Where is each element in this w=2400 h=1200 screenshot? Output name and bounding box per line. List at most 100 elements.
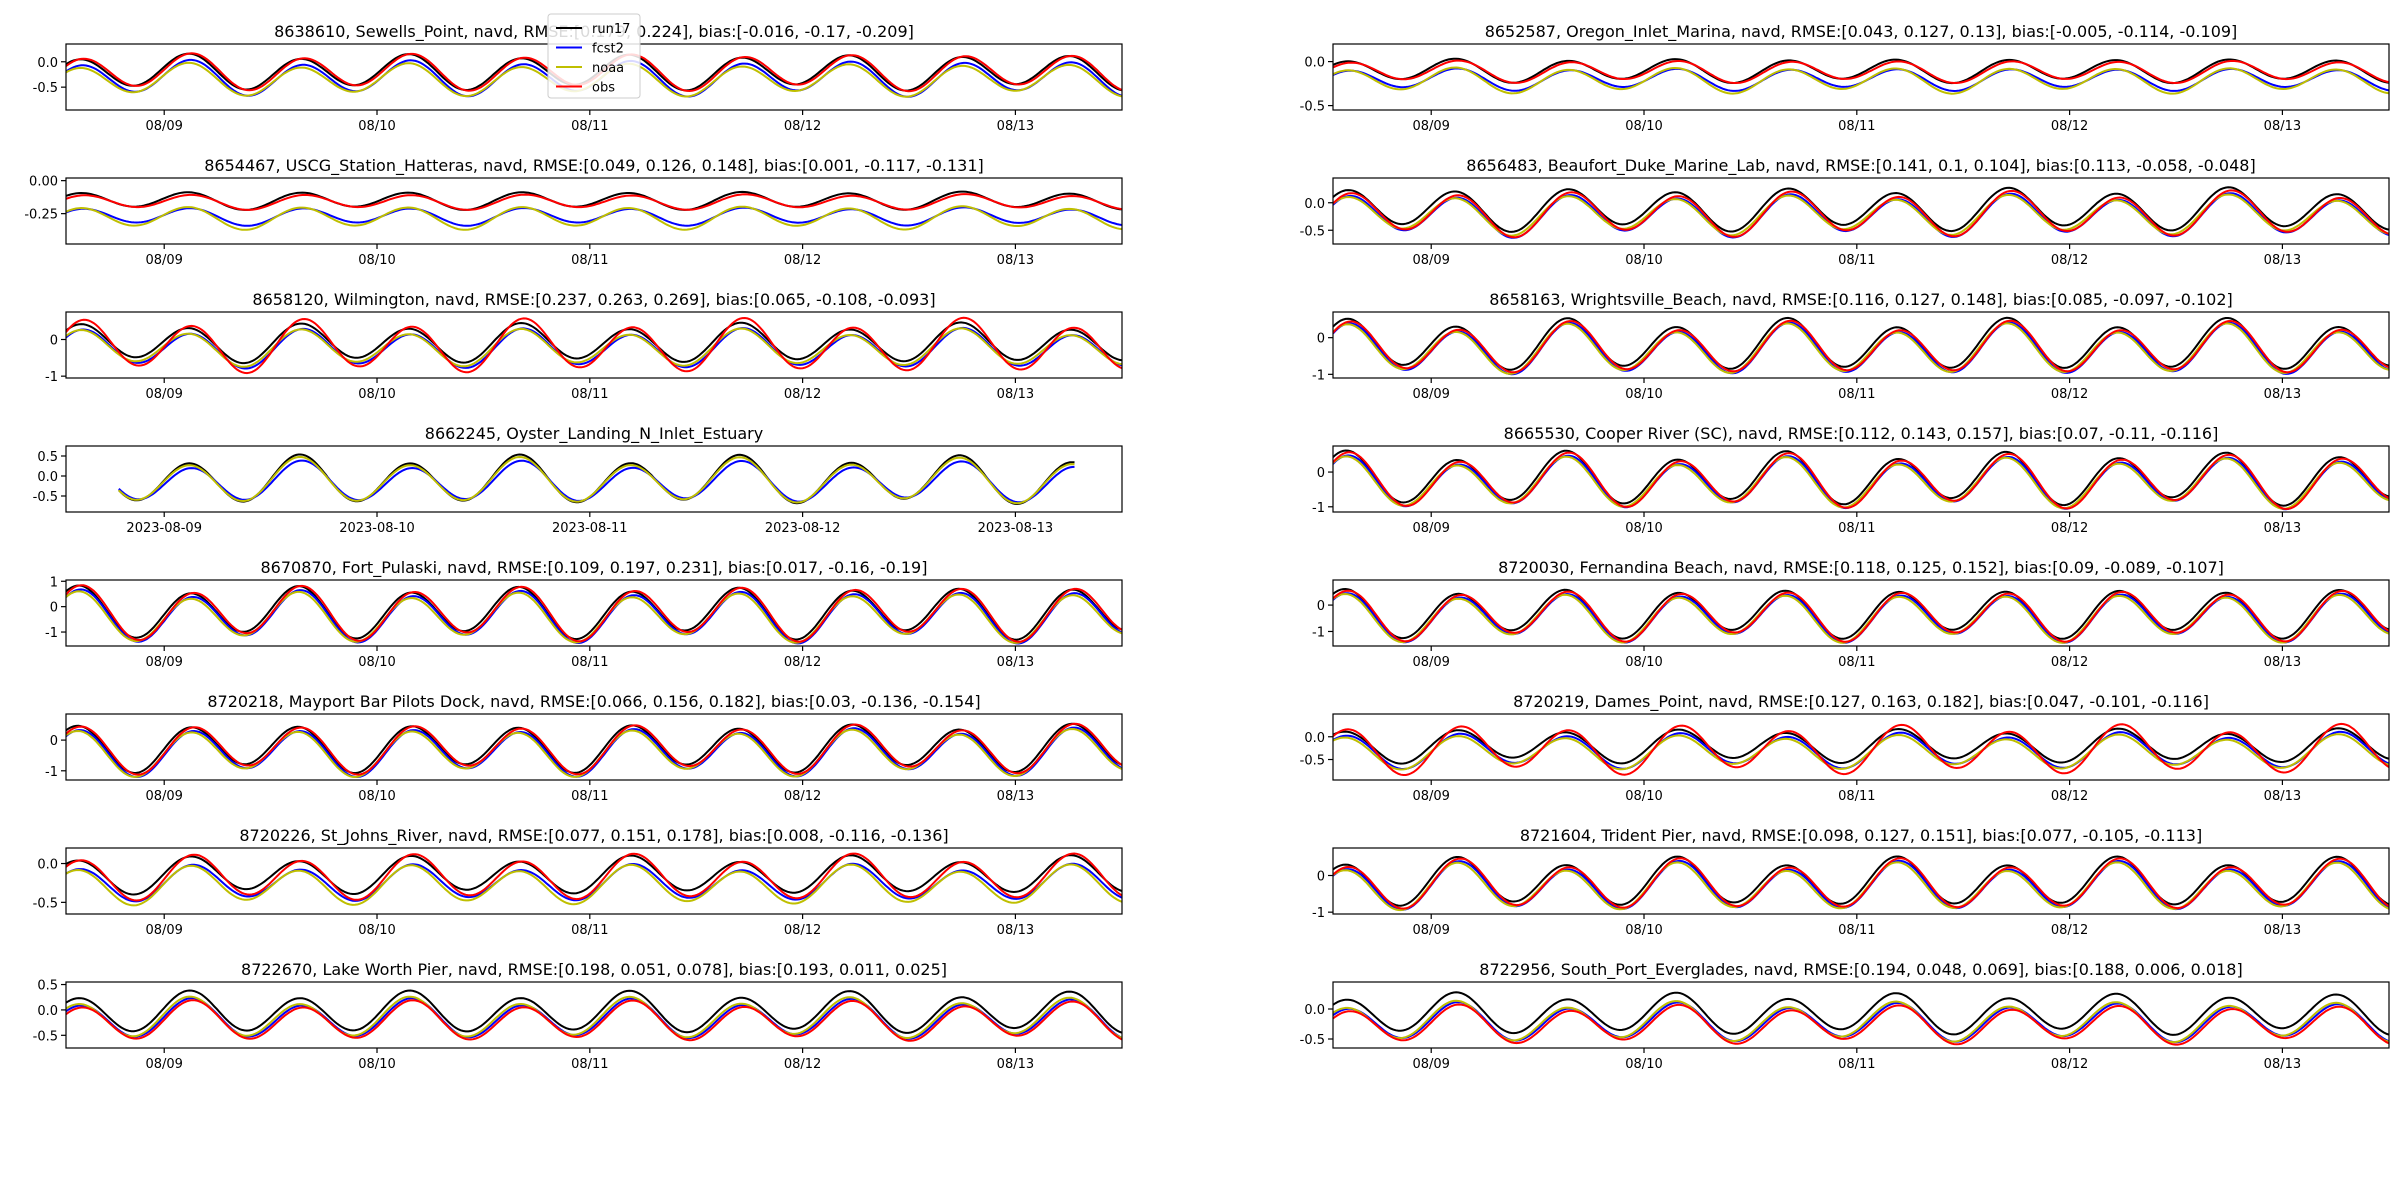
x-tick-label: 08/12 (784, 789, 821, 804)
y-tick-label: 0.00 (29, 175, 58, 190)
x-tick-label: 08/10 (358, 119, 395, 134)
y-tick-label: 0.5 (37, 979, 58, 994)
y-tick-label: 1 (50, 575, 58, 590)
subplot-title: 8670870, Fort_Pulaski, navd, RMSE:[0.109… (261, 558, 928, 578)
subplot-title: 8722956, South_Port_Everglades, navd, RM… (1479, 960, 2242, 980)
series-line-noaa (1333, 733, 2389, 771)
subplot-panel: 8670870, Fort_Pulaski, navd, RMSE:[0.109… (45, 558, 1123, 670)
x-tick-label: 08/11 (571, 1057, 608, 1072)
subplot-panel: 8658120, Wilmington, navd, RMSE:[0.237, … (45, 290, 1123, 402)
x-tick-label: 08/11 (1838, 253, 1875, 268)
x-tick-label: 08/13 (2264, 119, 2301, 134)
axes-frame (1332, 579, 2390, 647)
series-line-noaa (66, 205, 1122, 231)
subplot-title: 8658120, Wilmington, navd, RMSE:[0.237, … (252, 290, 935, 309)
x-tick-label: 08/12 (784, 253, 821, 268)
y-tick-label: -0.25 (24, 208, 58, 223)
x-tick-label: 08/09 (145, 119, 182, 134)
subplot-panel: 8722956, South_Port_Everglades, navd, RM… (1300, 960, 2390, 1072)
axes-frame (65, 847, 1123, 915)
x-tick-label: 08/09 (1412, 655, 1449, 670)
x-tick-label: 08/12 (2051, 655, 2088, 670)
y-tick-label: -1 (1312, 906, 1325, 921)
x-tick-label: 08/13 (997, 119, 1034, 134)
x-tick-label: 08/11 (571, 253, 608, 268)
x-tick-label: 08/11 (571, 923, 608, 938)
series-line-noaa (1333, 66, 2389, 95)
series-line-obs (66, 852, 1122, 902)
x-tick-label: 08/12 (784, 923, 821, 938)
subplot-panel: 8722670, Lake Worth Pier, navd, RMSE:[0.… (33, 960, 1123, 1072)
x-tick-label: 08/10 (1625, 655, 1662, 670)
axes-frame (65, 177, 1123, 245)
subplot-title: 8722670, Lake Worth Pier, navd, RMSE:[0.… (241, 960, 947, 979)
series-line-run17 (1333, 855, 2389, 907)
subplot-title: 8652587, Oregon_Inlet_Marina, navd, RMSE… (1485, 22, 2238, 42)
subplot-title: 8720030, Fernandina Beach, navd, RMSE:[0… (1498, 558, 2224, 577)
x-tick-label: 08/11 (571, 655, 608, 670)
x-tick-label: 2023-08-09 (126, 521, 202, 536)
legend-label-obs: obs (592, 81, 615, 96)
series-line-run17 (1333, 587, 2389, 640)
series-line-run17 (1333, 727, 2389, 765)
y-tick-label: -0.5 (33, 490, 58, 505)
y-tick-label: 0 (1317, 870, 1325, 885)
x-tick-label: 08/12 (2051, 789, 2088, 804)
series-line-obs (66, 722, 1122, 776)
x-tick-label: 08/13 (997, 253, 1034, 268)
subplot-panel: 8662245, Oyster_Landing_N_Inlet_Estuary 0… (33, 424, 1123, 536)
x-tick-label: 08/12 (2051, 1057, 2088, 1072)
x-tick-label: 08/09 (1412, 923, 1449, 938)
x-tick-label: 08/12 (784, 655, 821, 670)
axes-frame (1332, 847, 2390, 915)
series-line-run17 (1333, 316, 2389, 371)
x-tick-label: 08/13 (2264, 253, 2301, 268)
subplot-panel: 8656483, Beaufort_Duke_Marine_Lab, navd,… (1300, 156, 2390, 268)
x-tick-label: 08/12 (784, 119, 821, 134)
x-tick-label: 08/11 (1838, 119, 1875, 134)
x-tick-label: 08/11 (1838, 1057, 1875, 1072)
y-tick-label: -1 (45, 370, 58, 385)
y-tick-label: -0.5 (1300, 754, 1325, 769)
legend: run17 fcst2 noaa obs (547, 13, 641, 99)
y-tick-label: 0.0 (37, 56, 58, 71)
x-tick-label: 08/10 (1625, 923, 1662, 938)
x-tick-label: 08/10 (358, 789, 395, 804)
subplot-panel: 8720219, Dames_Point, navd, RMSE:[0.127,… (1300, 692, 2390, 804)
series-line-noaa (118, 455, 1075, 505)
series-line-noaa (1333, 999, 2389, 1044)
series-line-obs (1333, 59, 2389, 85)
y-tick-label: 0.0 (37, 1004, 58, 1019)
series-line-obs (66, 584, 1122, 643)
x-tick-label: 08/09 (145, 387, 182, 402)
x-tick-label: 08/12 (2051, 119, 2088, 134)
x-tick-label: 08/13 (2264, 387, 2301, 402)
subplot-panel: 8720030, Fernandina Beach, navd, RMSE:[0… (1312, 558, 2390, 670)
x-tick-label: 08/12 (784, 1057, 821, 1072)
x-tick-label: 08/13 (997, 789, 1034, 804)
x-tick-label: 08/11 (1838, 521, 1875, 536)
y-tick-label: 0.0 (37, 858, 58, 873)
series-line-run17 (1333, 186, 2389, 233)
series-line-noaa (66, 327, 1122, 368)
x-tick-label: 08/12 (2051, 253, 2088, 268)
x-tick-label: 08/09 (1412, 253, 1449, 268)
y-tick-label: 0.0 (1304, 731, 1325, 746)
x-tick-label: 08/10 (1625, 1057, 1662, 1072)
series-line-noaa (1333, 193, 2389, 237)
subplot-title: 8720219, Dames_Point, navd, RMSE:[0.127,… (1513, 692, 2209, 712)
subplot-title: 8662245, Oyster_Landing_N_Inlet_Estuary (425, 424, 763, 444)
y-tick-label: -0.5 (1300, 100, 1325, 115)
series-line-obs (1333, 451, 2389, 511)
axes-frame (65, 579, 1123, 647)
legend-label-noaa: noaa (592, 61, 624, 76)
y-tick-label: 0 (1317, 332, 1325, 347)
x-tick-label: 08/10 (1625, 119, 1662, 134)
y-tick-label: 0 (50, 734, 58, 749)
x-tick-label: 2023-08-13 (978, 521, 1054, 536)
axes-frame (1332, 713, 2390, 781)
y-tick-label: -1 (45, 626, 58, 641)
series-line-obs (1333, 589, 2389, 643)
y-tick-label: -1 (1312, 368, 1325, 383)
subplot-panel: 8721604, Trident Pier, navd, RMSE:[0.098… (1312, 826, 2390, 938)
